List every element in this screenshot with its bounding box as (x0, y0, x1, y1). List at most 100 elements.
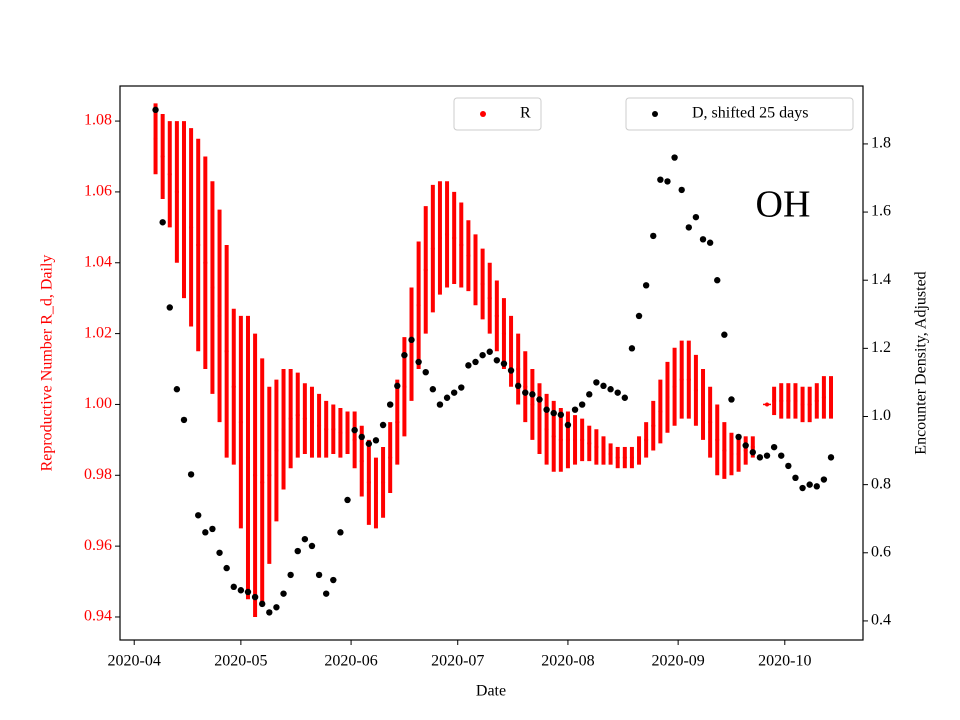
point (309, 420, 314, 425)
point (388, 455, 393, 460)
point (423, 267, 428, 272)
point (344, 496, 351, 504)
point (352, 437, 357, 442)
legend-marker (480, 111, 486, 117)
point (237, 587, 245, 594)
point (507, 367, 515, 374)
point (829, 395, 834, 400)
y-tick-label: 0.98 (84, 466, 112, 483)
point (664, 178, 671, 185)
point (295, 413, 300, 418)
point (742, 442, 749, 449)
point (523, 384, 528, 389)
point (202, 529, 209, 536)
point (409, 342, 414, 347)
point (379, 421, 387, 429)
point (806, 481, 813, 488)
point (395, 420, 400, 425)
point (637, 448, 642, 453)
x-tick-label: 2020-04 (108, 653, 161, 670)
y-tick-label: 1.06 (84, 183, 112, 200)
point (394, 382, 401, 390)
point (251, 593, 259, 601)
point (365, 440, 373, 447)
point (373, 490, 378, 495)
point (465, 362, 472, 369)
point (692, 213, 700, 221)
point (302, 416, 307, 421)
point (593, 379, 600, 386)
point (189, 225, 194, 230)
point (735, 433, 742, 441)
point (786, 398, 791, 403)
point (230, 583, 237, 591)
legend-label: R (520, 105, 531, 122)
point (785, 462, 792, 470)
y-tick-label: 1.04 (84, 253, 112, 270)
point (372, 437, 380, 444)
point (274, 448, 279, 453)
point (642, 282, 650, 289)
point (416, 303, 421, 308)
point (629, 455, 634, 460)
point (408, 336, 415, 344)
y-tick-label: 1.00 (84, 395, 112, 412)
point (722, 448, 727, 453)
point (245, 455, 250, 460)
point (308, 542, 316, 550)
point (807, 402, 812, 407)
point (238, 420, 243, 425)
point (358, 433, 365, 441)
point (743, 448, 748, 453)
point (594, 444, 599, 449)
point (415, 358, 422, 366)
point (536, 396, 543, 403)
point (500, 360, 508, 367)
point (452, 235, 457, 240)
point (217, 313, 222, 318)
point (715, 437, 720, 442)
y2-tick-label: 0.4 (871, 612, 891, 629)
point (665, 395, 670, 400)
point (359, 459, 364, 464)
point (729, 452, 734, 457)
point (699, 236, 707, 243)
point (244, 588, 252, 596)
point (429, 386, 437, 393)
point (479, 351, 486, 359)
point (658, 409, 663, 414)
point (287, 571, 294, 579)
x-tick-label: 2020-06 (324, 653, 377, 670)
point (294, 547, 301, 555)
x-tick-label: 2020-08 (541, 653, 594, 670)
y-tick-label: 1.08 (84, 112, 112, 129)
point (514, 382, 522, 390)
point (607, 386, 614, 393)
legend-label: D, shifted 25 days (692, 105, 808, 122)
point (266, 609, 273, 616)
x-tick-label: 2020-09 (651, 653, 704, 670)
point (195, 512, 202, 519)
point (259, 600, 266, 608)
point (558, 437, 563, 442)
point (196, 243, 201, 248)
point (800, 402, 805, 407)
point (679, 377, 684, 382)
point (480, 282, 485, 287)
point (706, 239, 714, 246)
point (672, 384, 677, 389)
point (693, 388, 698, 393)
point (159, 219, 166, 226)
point (550, 409, 557, 417)
point (779, 398, 784, 403)
point (351, 426, 358, 434)
x-tick-label: 2020-07 (431, 653, 484, 670)
point (160, 154, 165, 159)
point (437, 235, 442, 240)
y2-tick-label: 1.2 (871, 339, 891, 356)
point (386, 401, 394, 408)
legend-box (453, 97, 542, 131)
point (180, 416, 188, 424)
point (381, 480, 386, 485)
point (273, 604, 280, 611)
